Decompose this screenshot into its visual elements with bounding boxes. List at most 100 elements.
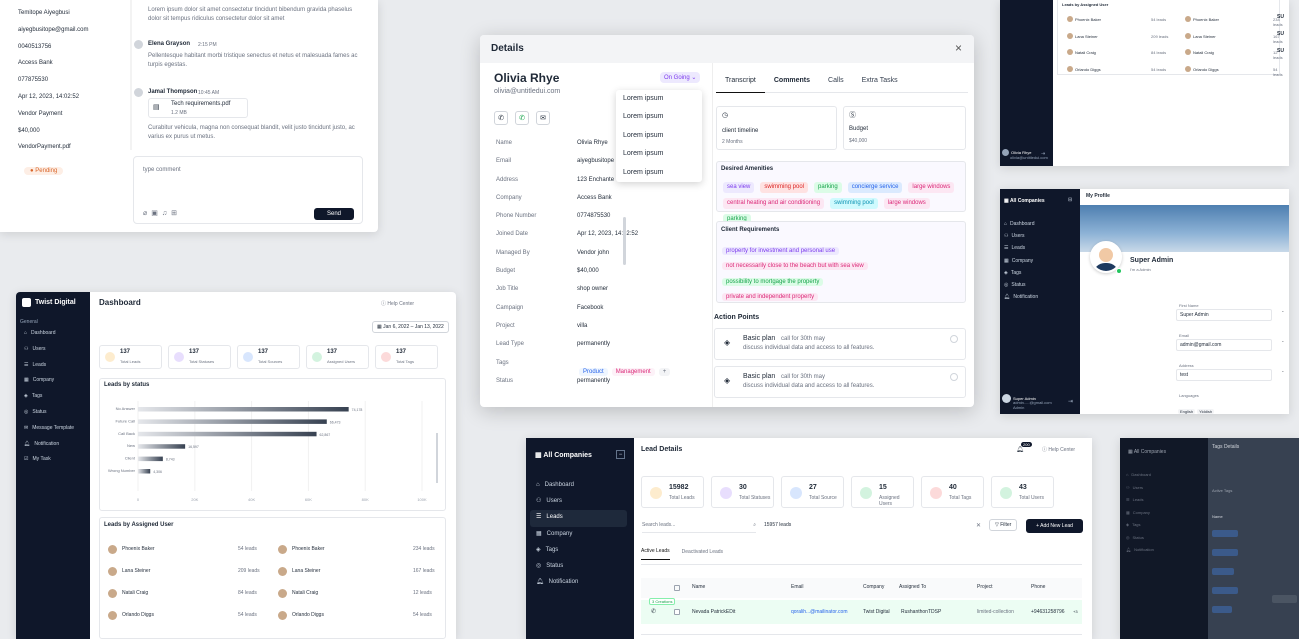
lead-count: 84 leads — [238, 590, 257, 596]
nav-item-notification[interactable]: 🔔︎ Notification — [24, 441, 74, 457]
nav-item-tags[interactable]: ◈ Tags — [530, 543, 627, 559]
nav-item-leads[interactable]: ☰ Leads — [530, 510, 627, 527]
field-input[interactable]: test — [1176, 369, 1272, 381]
nav-item-users[interactable]: ⚇ Users — [1004, 233, 1038, 245]
nav-item-company[interactable]: ▦ Company — [24, 377, 74, 393]
nav-item-company[interactable]: ▦ Company — [1004, 258, 1038, 270]
send-button[interactable]: Send — [314, 208, 354, 220]
nav-item-status[interactable]: ◎ Status — [1126, 535, 1154, 548]
tab-extra-tasks[interactable]: Extra Tasks — [861, 76, 898, 84]
nav-label: Company — [32, 377, 55, 384]
action-point-card[interactable]: ◈ Basic plan call for 30th may discuss indi… — [714, 366, 966, 398]
tab-comments[interactable]: Comments — [773, 76, 811, 84]
close-icon[interactable]: × — [955, 41, 963, 55]
lead-email[interactable]: qoralih...@mailinator.com — [791, 609, 848, 615]
field-input[interactable]: Super Admin — [1176, 309, 1272, 321]
nav-item-users[interactable]: ⚇ Users — [24, 346, 74, 362]
user-row: Lana Steiner 209 leads Lana Steiner 167 lea… — [108, 566, 440, 588]
nav-item-notification[interactable]: 🔔︎ Notification — [1004, 294, 1038, 306]
help-center-link[interactable]: ⓘ Help Center — [381, 301, 415, 307]
select-all-checkbox[interactable] — [674, 585, 680, 591]
status-dropdown[interactable]: On Going ⌄ — [660, 72, 701, 83]
stat-label: Total Statuses — [739, 495, 771, 501]
comment-input[interactable]: type comment — [143, 167, 181, 173]
phone-icon[interactable]: ✆ — [494, 111, 508, 125]
message-time: 10:45 AM — [198, 90, 220, 96]
mail-icon[interactable]: ✉ — [536, 111, 550, 125]
nav-item-dashboard[interactable]: ⌂ Dashboard — [1126, 472, 1154, 485]
nav-item-dashboard[interactable]: ⌂ Dashboard — [1004, 221, 1038, 233]
plan-title: Basic plan — [743, 335, 776, 342]
logout-icon[interactable]: ⇥ — [1041, 151, 1046, 157]
tab-deactivated-leads[interactable]: Deactivated Leads — [681, 548, 724, 555]
logout-icon[interactable]: ⇥ — [1068, 399, 1074, 405]
action-point-card[interactable]: ◈ Basic plan call for 30th may discuss indi… — [714, 328, 966, 360]
nav-item-leads[interactable]: ☰ Leads — [1004, 245, 1038, 257]
stat-label: Total Leads — [120, 359, 141, 364]
lead-email: olivia@untitledui.com — [494, 88, 561, 95]
nav-item-company[interactable]: ▦ Company — [1126, 510, 1154, 523]
nav-label: Leads — [1011, 245, 1026, 252]
file-attachment[interactable]: ▤ Tech requirements.pdf 1.2 MB — [148, 98, 248, 118]
nav-label: Users — [32, 345, 46, 352]
status-option[interactable]: Lorem ipsum — [623, 150, 664, 158]
budget-value: $40,000 — [849, 138, 868, 144]
info-value: 0040513756 — [18, 43, 52, 50]
field-input[interactable]: admin@gmail.com — [1176, 339, 1272, 351]
nav-item-leads[interactable]: ☰ Leads — [24, 362, 74, 378]
tag-action[interactable] — [1272, 595, 1297, 603]
field-value: $40,000 — [577, 268, 599, 275]
nav-item-tags[interactable]: ◈ Tags — [1004, 270, 1038, 282]
nav-item-dashboard[interactable]: ⌂ Dashboard — [530, 478, 627, 494]
nav-item-company[interactable]: ▦ Company — [530, 527, 627, 543]
filter-button[interactable]: ▽ Filter — [989, 519, 1018, 531]
row-checkbox[interactable] — [674, 609, 680, 615]
comment-box[interactable]: type comment ⌀▣♫⊞ Send — [133, 156, 363, 224]
nav-item-tags[interactable]: ◈ Tags — [1126, 522, 1154, 535]
status-option[interactable]: Lorem ipsum — [623, 113, 664, 121]
nav-item-dashboard[interactable]: ⌂ Dashboard — [24, 330, 74, 346]
add-lead-button[interactable]: + Add New Lead — [1026, 519, 1083, 533]
nav-item-tags[interactable]: ◈ Tags — [24, 393, 74, 409]
nav-item-status[interactable]: ◎ Status — [530, 559, 627, 575]
amenities-title: Desired Amenities — [721, 166, 774, 172]
nav-item-my-task[interactable]: ☑ My Task — [24, 456, 74, 472]
clock-icon: ◷ — [722, 112, 729, 119]
cut-off-label: SU — [1277, 48, 1284, 54]
nav-item-message-template[interactable]: ✉ Message Template — [24, 425, 74, 441]
tab-calls[interactable]: Calls — [828, 76, 844, 84]
collapse-icon[interactable]: − — [616, 450, 625, 459]
status-option[interactable]: Lorem ipsum — [623, 168, 664, 176]
lead-search-input[interactable]: Search leads... ⌕ — [642, 519, 756, 533]
nav-item-leads[interactable]: ☰ Leads — [1126, 497, 1154, 510]
table-row[interactable]: 3 Creations ✆ Nevada PatrickEDit qoralih.… — [641, 598, 1082, 624]
tab-transcript[interactable]: Transcript — [716, 75, 765, 93]
nav-item-notification[interactable]: 🔔︎ Notification — [530, 575, 627, 591]
scrollbar[interactable] — [436, 433, 438, 483]
collapse-icon[interactable]: ⊟ — [1068, 197, 1073, 203]
message-text: Pellentesque habitant morbi tristique se… — [148, 53, 358, 68]
status-option[interactable]: Lorem ipsum — [623, 131, 664, 139]
date-range-picker[interactable]: ▦ Jan 6, 2022 – Jan 13, 2022 — [372, 321, 449, 333]
notification-icon[interactable]: 🔔︎ 200 — [1016, 442, 1032, 453]
whatsapp-icon[interactable]: ✆ — [651, 609, 657, 615]
nav-item-notification[interactable]: 🔔︎ Notification — [1126, 547, 1154, 560]
status-option[interactable]: Lorem ipsum — [623, 95, 664, 102]
help-center-link[interactable]: ⓘ Help Center — [1042, 447, 1076, 453]
tag-chip — [1212, 568, 1234, 575]
complete-radio[interactable] — [950, 373, 958, 381]
user-email: admin.....@gmail.com — [1013, 400, 1052, 405]
lead-count: 209 leads — [238, 568, 260, 574]
settings-icon[interactable]: ✕ — [976, 523, 982, 529]
stat-label: Total Users — [1019, 495, 1045, 501]
nav-item-status[interactable]: ◎ Status — [24, 409, 74, 425]
tab-active-leads[interactable]: Active Leads — [641, 548, 670, 560]
attachment-icons[interactable]: ⌀▣♫⊞ — [143, 210, 181, 217]
add-tag-button[interactable]: + — [658, 368, 671, 376]
lead-count: 54 leads — [1273, 66, 1283, 77]
whatsapp-icon[interactable]: ✆ — [515, 111, 529, 125]
nav-item-users[interactable]: ⚇ Users — [1126, 485, 1154, 498]
nav-item-status[interactable]: ◎ Status — [1004, 282, 1038, 294]
complete-radio[interactable] — [950, 335, 958, 343]
nav-item-users[interactable]: ⚇ Users — [530, 494, 627, 510]
